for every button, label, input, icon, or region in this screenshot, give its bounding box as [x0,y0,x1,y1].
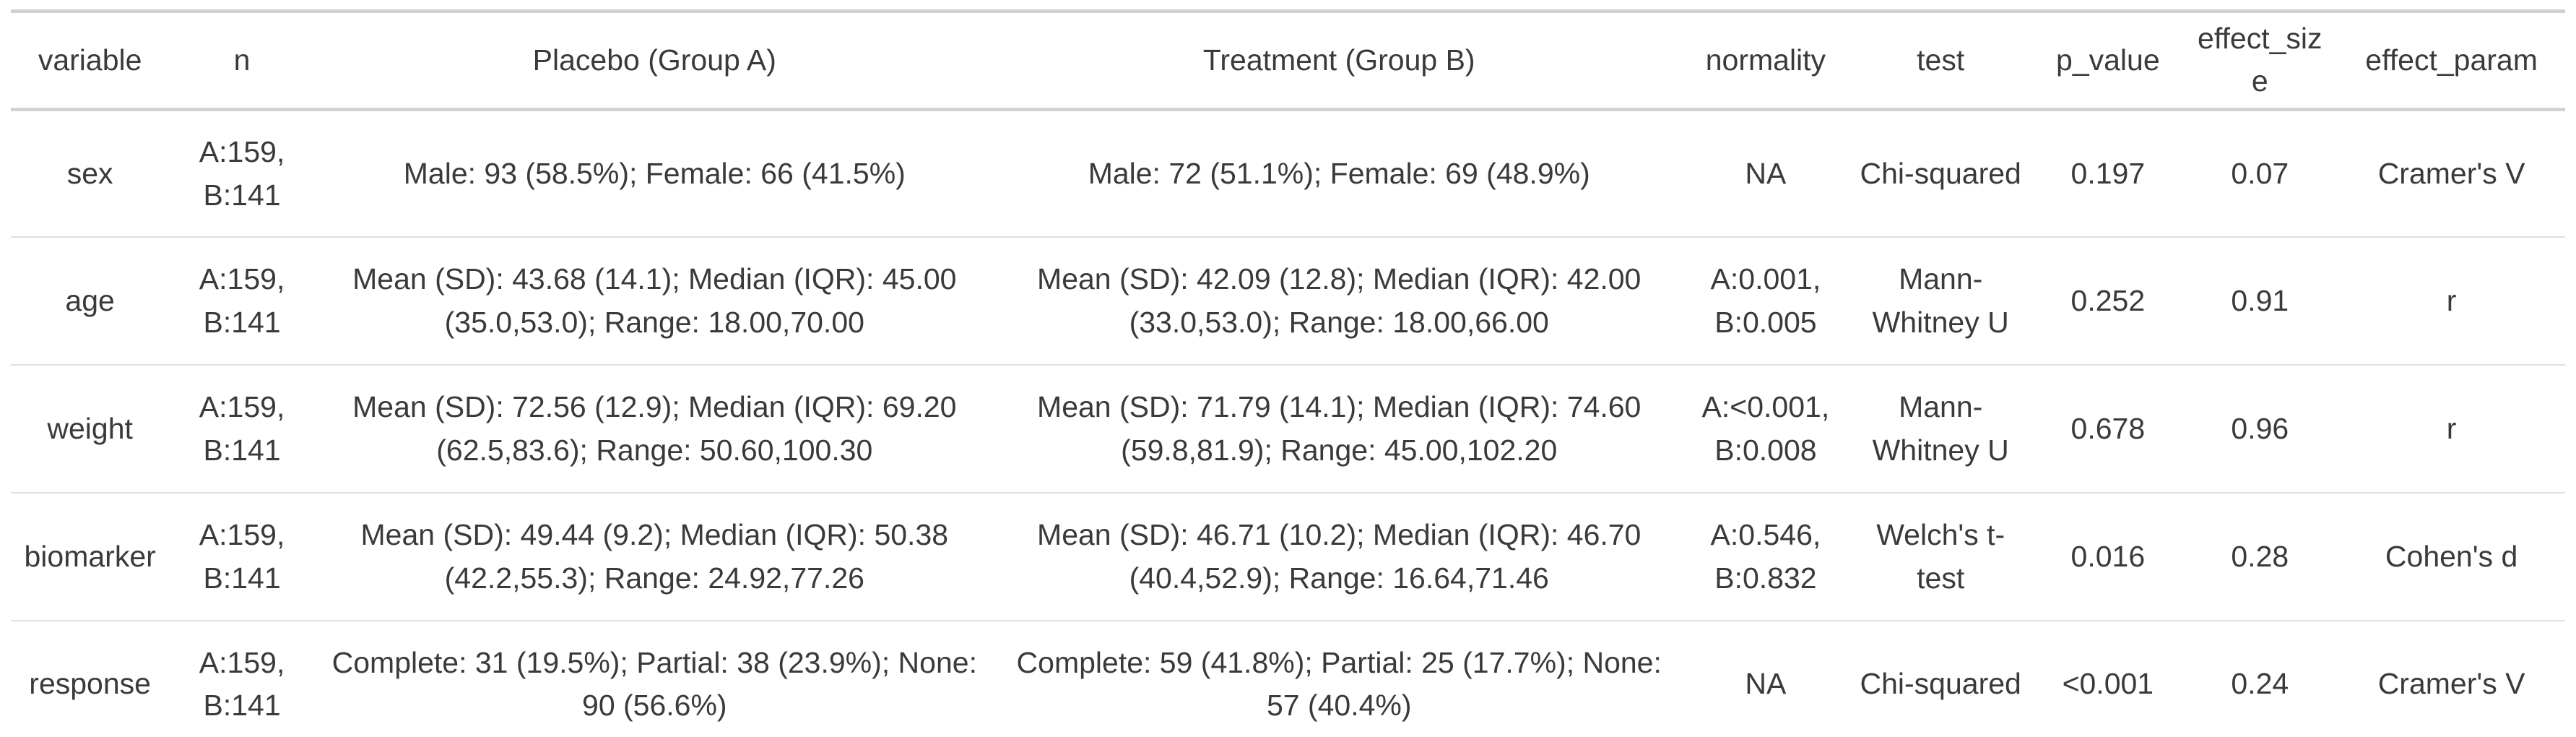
column-header-placebo: Placebo (Group A) [314,9,994,111]
cell-sex-n: A:159, B:141 [169,109,315,238]
cell-biomarker-treatment: Mean (SD): 46.71 (10.2); Median (IQR): 4… [994,493,1684,622]
cell-weight-effect-size: 0.96 [2182,365,2338,494]
cell-biomarker-effect-param: Cohen's d [2338,493,2565,622]
table-row-age: age A:159, B:141 Mean (SD): 43.68 (14.1)… [11,237,2565,366]
cell-age-effect-param: r [2338,237,2565,366]
cell-biomarker-placebo: Mean (SD): 49.44 (9.2); Median (IQR): 50… [314,493,994,622]
cell-age-p-value: 0.252 [2034,237,2182,366]
cell-biomarker-test: Welch's t-test [1847,493,2034,622]
cell-age-n: A:159, B:141 [169,237,315,366]
statistical-summary-table: variable n Placebo (Group A) Treatment (… [11,9,2565,737]
cell-sex-placebo: Male: 93 (58.5%); Female: 66 (41.5%) [314,109,994,238]
cell-weight-p-value: 0.678 [2034,365,2182,494]
cell-weight-placebo: Mean (SD): 72.56 (12.9); Median (IQR): 6… [314,365,994,494]
cell-weight-effect-param: r [2338,365,2565,494]
cell-response-normality: NA [1683,621,1848,737]
column-header-normality: normality [1683,9,1848,111]
cell-sex-effect-size: 0.07 [2182,109,2338,238]
cell-response-test: Chi-squared [1847,621,2034,737]
cell-response-p-value: <0.001 [2034,621,2182,737]
cell-response-n: A:159, B:141 [169,621,315,737]
cell-biomarker-effect-size: 0.28 [2182,493,2338,622]
cell-response-effect-param: Cramer's V [2338,621,2565,737]
cell-weight-n: A:159, B:141 [169,365,315,494]
cell-sex-treatment: Male: 72 (51.1%); Female: 69 (48.9%) [994,109,1684,238]
cell-age-treatment: Mean (SD): 42.09 (12.8); Median (IQR): 4… [994,237,1684,366]
cell-weight-treatment: Mean (SD): 71.79 (14.1); Median (IQR): 7… [994,365,1684,494]
cell-weight-variable: weight [11,365,170,494]
cell-age-test: Mann-Whitney U [1847,237,2034,366]
cell-biomarker-p-value: 0.016 [2034,493,2182,622]
cell-sex-effect-param: Cramer's V [2338,109,2565,238]
table-body: sex A:159, B:141 Male: 93 (58.5%); Femal… [11,109,2565,737]
table-row-sex: sex A:159, B:141 Male: 93 (58.5%); Femal… [11,109,2565,238]
cell-response-placebo: Complete: 31 (19.5%); Partial: 38 (23.9%… [314,621,994,737]
column-header-variable: variable [11,9,170,111]
table-row-biomarker: biomarker A:159, B:141 Mean (SD): 49.44 … [11,493,2565,622]
cell-weight-test: Mann-Whitney U [1847,365,2034,494]
cell-sex-test: Chi-squared [1847,109,2034,238]
cell-age-placebo: Mean (SD): 43.68 (14.1); Median (IQR): 4… [314,237,994,366]
cell-age-normality: A:0.001, B:0.005 [1683,237,1848,366]
cell-age-variable: age [11,237,170,366]
cell-biomarker-n: A:159, B:141 [169,493,315,622]
cell-response-variable: response [11,621,170,737]
column-header-test: test [1847,9,2034,111]
cell-biomarker-variable: biomarker [11,493,170,622]
cell-sex-p-value: 0.197 [2034,109,2182,238]
cell-weight-normality: A:<0.001, B:0.008 [1683,365,1848,494]
column-header-effect-param: effect_param [2338,9,2565,111]
column-header-treatment: Treatment (Group B) [994,9,1684,111]
cell-response-effect-size: 0.24 [2182,621,2338,737]
column-header-effect-size: effect_size [2182,9,2338,111]
header-row: variable n Placebo (Group A) Treatment (… [11,9,2565,111]
cell-biomarker-normality: A:0.546, B:0.832 [1683,493,1848,622]
cell-sex-normality: NA [1683,109,1848,238]
cell-sex-variable: sex [11,109,170,238]
cell-age-effect-size: 0.91 [2182,237,2338,366]
cell-response-treatment: Complete: 59 (41.8%); Partial: 25 (17.7%… [994,621,1684,737]
table-row-response: response A:159, B:141 Complete: 31 (19.5… [11,621,2565,737]
column-header-p-value: p_value [2034,9,2182,111]
table-header: variable n Placebo (Group A) Treatment (… [11,9,2565,111]
column-header-n: n [169,9,315,111]
table-row-weight: weight A:159, B:141 Mean (SD): 72.56 (12… [11,365,2565,494]
